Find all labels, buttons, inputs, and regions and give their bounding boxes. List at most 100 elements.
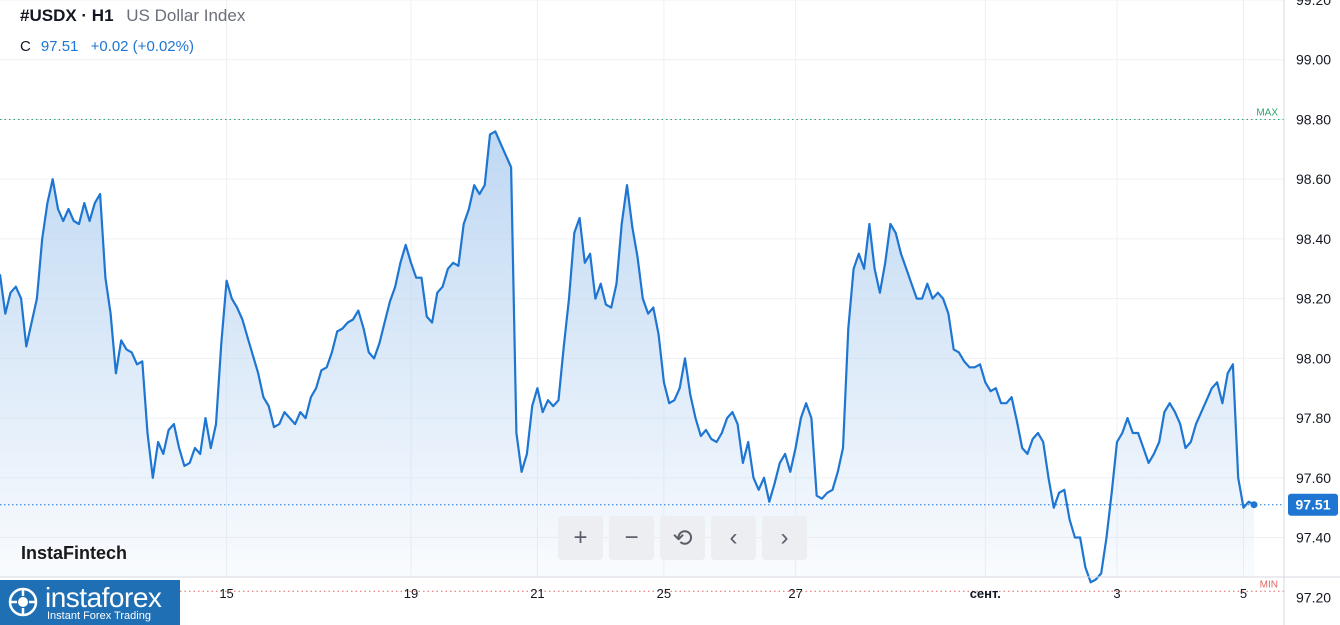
data-point [1026, 453, 1029, 455]
chart-toolbar: + − ⟲ ‹ › [558, 516, 807, 560]
data-point [1084, 566, 1087, 569]
data-point [947, 312, 950, 315]
data-point [547, 399, 549, 402]
data-point [636, 255, 639, 258]
data-point [884, 261, 887, 264]
data-point [383, 321, 386, 324]
reset-button[interactable]: ⟲ [660, 516, 705, 560]
data-point [288, 417, 291, 419]
brand-logo[interactable]: instaforex Instant Forex Trading [0, 580, 180, 625]
y-tick-label: 98.80 [1296, 111, 1331, 127]
data-point [794, 447, 797, 449]
data-point [30, 321, 33, 324]
series-area [0, 131, 1254, 583]
data-point [20, 297, 22, 300]
data-point [209, 447, 212, 449]
data-point [362, 327, 365, 330]
data-point [4, 312, 7, 315]
data-point [1242, 506, 1245, 509]
data-point [99, 193, 102, 196]
data-point [984, 381, 987, 384]
data-point [647, 312, 649, 315]
data-point [752, 476, 755, 479]
data-point [46, 202, 49, 204]
y-tick-label: 98.40 [1296, 231, 1331, 247]
data-point [468, 208, 470, 210]
data-point [568, 297, 570, 300]
x-tick-label: 27 [788, 586, 802, 601]
data-point [346, 321, 349, 324]
data-point [936, 291, 939, 294]
data-point [262, 396, 265, 399]
data-point [162, 453, 165, 455]
data-point [510, 166, 512, 169]
data-point [141, 360, 144, 363]
x-tick-label: 15 [219, 586, 233, 601]
data-point [294, 423, 296, 425]
data-point [810, 417, 813, 419]
data-point [1079, 536, 1082, 539]
data-point [541, 411, 544, 414]
data-point [562, 345, 565, 348]
y-tick-label: 98.60 [1296, 171, 1331, 187]
data-point [1063, 488, 1066, 491]
data-point [309, 396, 312, 399]
data-point [1179, 423, 1182, 425]
x-tick-label: 25 [657, 586, 671, 601]
data-point [88, 220, 91, 222]
data-point [273, 426, 275, 428]
data-point [557, 399, 560, 402]
data-point [120, 339, 123, 342]
data-point [320, 369, 323, 372]
data-point [652, 306, 655, 309]
data-point [35, 297, 38, 300]
data-point [188, 461, 191, 464]
data-point [710, 438, 713, 440]
zoom-out-button[interactable]: − [609, 516, 654, 560]
data-point [1052, 506, 1055, 509]
last-price-label: 97.51 [1295, 497, 1330, 513]
data-point [499, 142, 502, 145]
data-point [62, 220, 65, 222]
data-point [747, 441, 750, 443]
data-point [483, 184, 486, 187]
data-point [831, 488, 834, 491]
data-point [1010, 396, 1013, 399]
data-point [889, 223, 892, 225]
data-point [1216, 381, 1219, 384]
data-point [462, 223, 465, 225]
data-point [109, 312, 112, 315]
data-point [684, 357, 686, 360]
y-tick-label: 98.00 [1296, 350, 1331, 366]
data-point [1174, 411, 1176, 414]
data-point [768, 500, 771, 503]
data-point [678, 387, 681, 390]
data-point [1205, 399, 1208, 402]
data-point [910, 282, 913, 285]
data-point [1015, 420, 1018, 422]
data-point [763, 476, 765, 479]
data-point [83, 202, 86, 204]
data-point [836, 470, 839, 473]
data-point [415, 276, 418, 279]
data-point [715, 441, 718, 443]
plus-icon: + [573, 524, 588, 551]
data-point [662, 381, 665, 384]
data-point [399, 261, 402, 264]
data-point [267, 405, 270, 408]
data-point [926, 282, 929, 285]
zoom-in-button[interactable]: + [558, 516, 603, 560]
data-point [583, 261, 586, 264]
close-value: 97.51 [40, 38, 79, 55]
scroll-right-button[interactable]: › [762, 516, 807, 560]
data-point [41, 238, 44, 240]
data-point [67, 208, 70, 210]
data-point [778, 461, 781, 464]
y-tick-label: 99.00 [1296, 52, 1331, 68]
data-point [573, 232, 576, 234]
data-point [1116, 441, 1118, 443]
scroll-left-button[interactable]: ‹ [711, 516, 756, 560]
data-point [357, 309, 360, 312]
data-point [1168, 402, 1171, 405]
